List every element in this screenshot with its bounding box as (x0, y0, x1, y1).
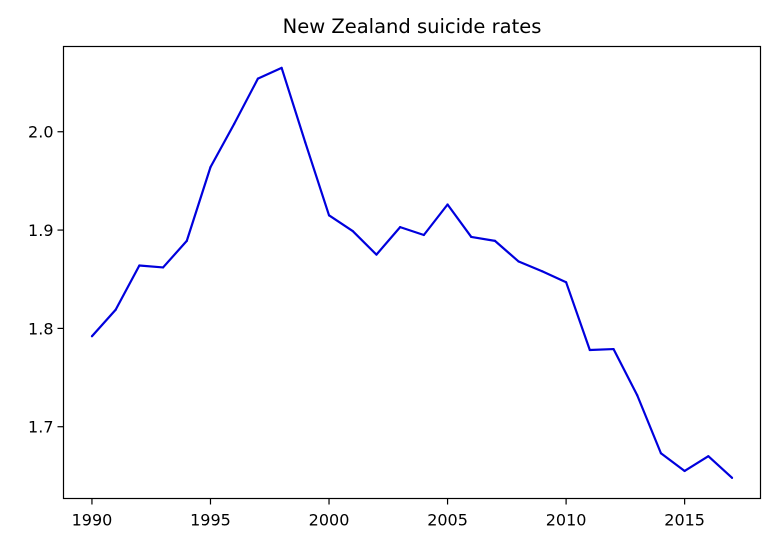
x-tick-label: 2015 (664, 511, 705, 530)
data-point (233, 122, 236, 125)
series-layer (90, 66, 734, 479)
y-tick-label: 2.0 (28, 123, 53, 142)
data-point (636, 394, 639, 397)
data-point (351, 229, 354, 233)
data-point (422, 233, 425, 237)
data-point (470, 235, 473, 239)
x-tick-label: 2005 (427, 511, 468, 530)
y-axis: 1.7 1.8 1.9 2.0 (28, 123, 64, 437)
chart-title: New Zealand suicide rates (283, 15, 542, 38)
plot-area-frame (62, 45, 762, 500)
x-axis: 1990 1995 2000 2005 2010 2015 (72, 498, 705, 530)
y-tick-label: 1.8 (28, 319, 53, 338)
data-point (304, 141, 307, 144)
data-point (161, 266, 165, 269)
data-point (209, 166, 212, 169)
data-point (612, 347, 615, 351)
data-point (327, 214, 331, 217)
series-line (91, 66, 733, 479)
data-point (138, 264, 141, 267)
data-point (399, 226, 402, 229)
x-tick-label: 2000 (309, 511, 350, 530)
data-point (588, 348, 591, 352)
data-point (280, 66, 283, 69)
x-tick-label: 1995 (190, 511, 231, 530)
data-point (256, 77, 259, 80)
data-point (114, 308, 117, 311)
data-point (730, 476, 734, 479)
y-tick-label: 1.9 (28, 221, 53, 240)
data-point (541, 270, 544, 273)
data-point (375, 253, 378, 256)
data-point (683, 469, 686, 473)
data-point (185, 239, 188, 242)
data-point (565, 281, 568, 284)
data-point (659, 452, 663, 455)
data-point (446, 203, 449, 206)
data-point (90, 335, 94, 338)
x-tick-label: 1990 (72, 511, 113, 530)
data-point (493, 239, 497, 242)
data-point (517, 260, 520, 263)
data-point (707, 455, 710, 458)
y-tick-label: 1.7 (28, 418, 53, 437)
x-tick-label: 2010 (546, 511, 587, 530)
